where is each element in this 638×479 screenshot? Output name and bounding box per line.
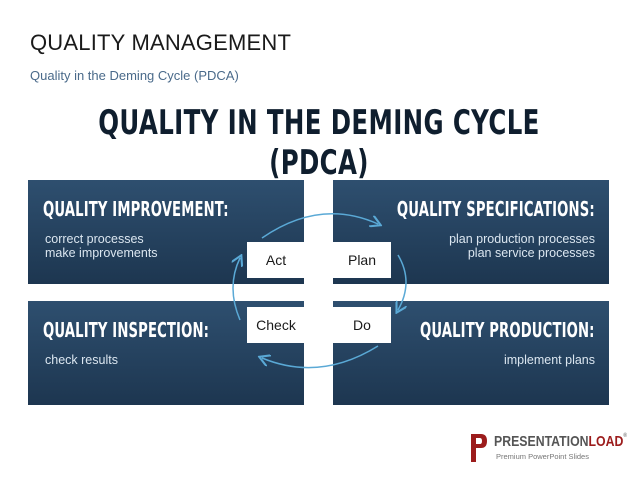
- logo-word-accent: LOAD: [588, 433, 624, 450]
- logo-tagline: Premium PowerPoint Slides: [496, 452, 589, 461]
- panel-text: correct processes make improvements: [45, 232, 158, 260]
- cycle-step-check: Check: [247, 307, 305, 343]
- header-subtitle: Quality in the Deming Cycle (PDCA): [30, 68, 239, 83]
- panel-line: correct processes: [45, 232, 144, 246]
- panel-line: plan service processes: [467, 246, 595, 260]
- quality-improvement-panel: QUALITY IMPROVEMENT: correct processes m…: [28, 180, 304, 284]
- header-title: QUALITY MANAGEMENT: [30, 30, 292, 55]
- panel-text: check results: [45, 353, 118, 367]
- logo-word-main: PRESENTATION: [494, 433, 589, 450]
- logo-p-icon: [471, 434, 487, 462]
- panel-heading: QUALITY INSPECTION:: [43, 318, 210, 342]
- panel-heading: QUALITY PRODUCTION:: [420, 318, 595, 342]
- panel-text: implement plans: [504, 353, 595, 367]
- presentationload-logo: PRESENTATIONLOAD® Premium PowerPoint Sli…: [470, 432, 627, 466]
- panel-heading: QUALITY IMPROVEMENT:: [43, 197, 229, 221]
- cycle-step-act: Act: [247, 242, 305, 278]
- logo-trademark: ®: [623, 433, 628, 439]
- logo-wordmark: PRESENTATIONLOAD®: [494, 433, 627, 450]
- cycle-step-plan: Plan: [333, 242, 391, 278]
- panel-line: plan production processes: [449, 232, 595, 246]
- panel-heading: QUALITY SPECIFICATIONS:: [397, 197, 595, 221]
- panel-line: check results: [45, 353, 118, 367]
- cycle-step-do: Do: [333, 307, 391, 343]
- panel-line: make improvements: [45, 246, 158, 260]
- quality-inspection-panel: QUALITY INSPECTION: check results: [28, 301, 304, 405]
- panel-line: implement plans: [503, 353, 595, 367]
- panel-text: plan production processes plan service p…: [449, 232, 595, 260]
- main-title: QUALITY IN THE DEMING CYCLE (PDCA): [98, 103, 540, 183]
